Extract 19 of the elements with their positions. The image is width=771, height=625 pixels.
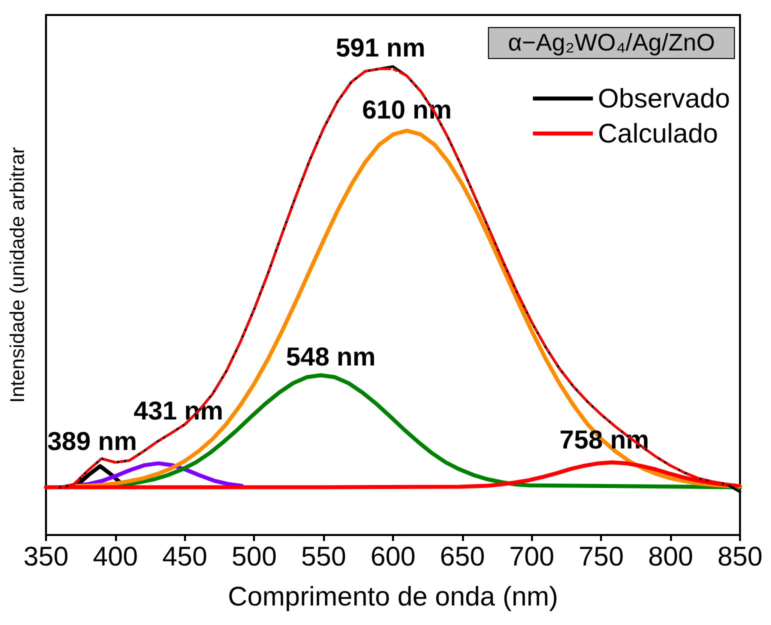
legend-title: α−Ag₂WO₄/Ag/ZnO (508, 30, 715, 56)
x-tick-label: 500 (232, 542, 277, 572)
x-tick-label: 350 (23, 542, 69, 572)
legend-label: Observado (598, 84, 730, 114)
x-tick-label: 800 (648, 542, 694, 572)
x-tick-label: 400 (92, 542, 138, 572)
legend-label: Calculado (598, 118, 718, 148)
x-tick-label: 650 (440, 542, 485, 572)
x-tick-label: 700 (509, 542, 554, 572)
x-tick-label: 600 (370, 542, 416, 572)
x-axis-title: Comprimento de onda (nm) (228, 582, 558, 612)
annotation: 591 nm (336, 32, 426, 63)
annotation: 389 nm (47, 426, 137, 456)
x-tick-label: 550 (301, 542, 346, 572)
x-tick-label: 750 (578, 542, 624, 572)
x-tick-label: 450 (162, 542, 208, 572)
y-axis-title: Intensidade (unidade arbitrar (7, 146, 29, 403)
annotation: 548 nm (286, 341, 376, 372)
x-tick-label: 850 (717, 542, 763, 572)
